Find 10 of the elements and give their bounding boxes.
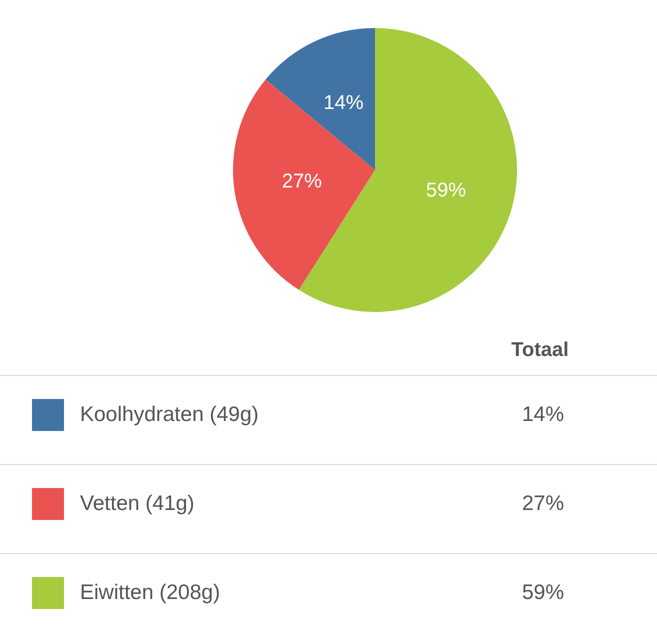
data-label: 27% bbox=[282, 170, 322, 193]
legend-title: Totaal bbox=[511, 339, 569, 362]
text: 14% bbox=[522, 403, 564, 426]
legend-label: Vetten (41g) bbox=[80, 492, 194, 516]
data-label: 14% bbox=[323, 92, 364, 114]
text: 59% bbox=[522, 581, 564, 604]
text: 27% bbox=[522, 492, 564, 515]
data-label: 59% bbox=[426, 180, 466, 202]
legend-label: Eiwitten (208g) bbox=[80, 581, 220, 605]
legend-label: Koolhydraten (49g) bbox=[80, 403, 259, 427]
